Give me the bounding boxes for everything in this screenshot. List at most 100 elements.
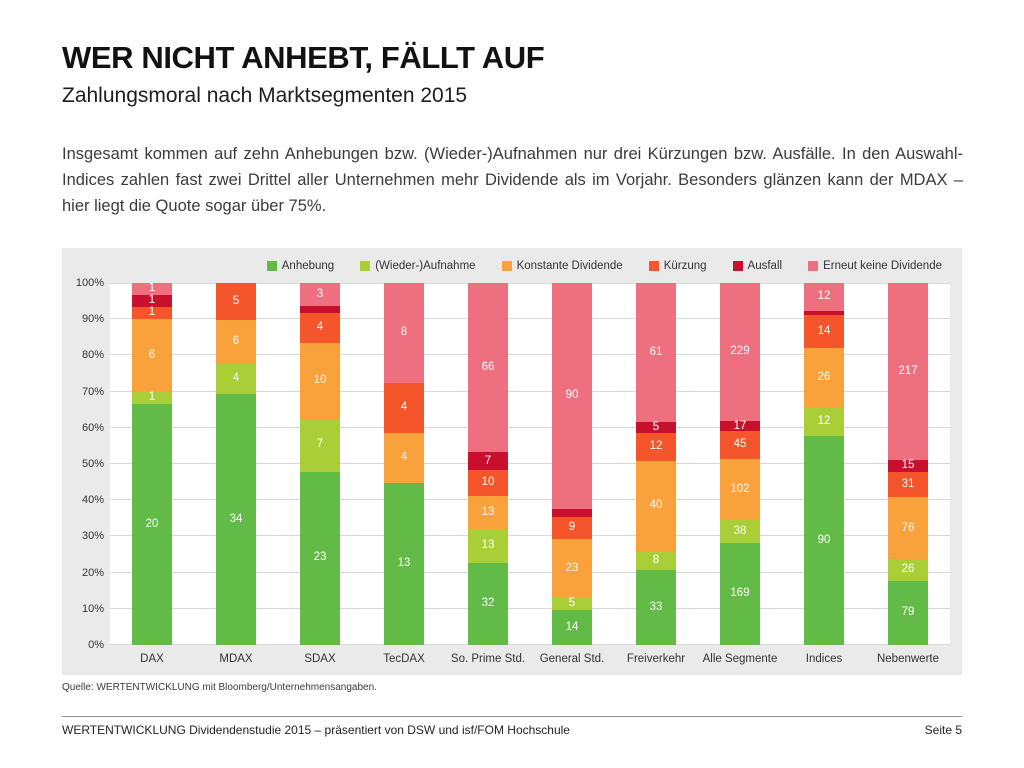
segment-erneut-keine-dividende: 12 (804, 283, 844, 311)
segment-k-rzung: 5 (216, 283, 256, 320)
bar-value-label: 32 (481, 597, 495, 610)
bar-slot: 61 5 12 40 8 33 (614, 283, 698, 645)
segment-anhebung: 20 (132, 403, 172, 645)
gridline (110, 390, 950, 392)
bar-value-label: 229 (730, 345, 750, 358)
bar-value-label: 90 (817, 533, 831, 546)
segment-ausfall: 7 (468, 452, 508, 471)
bar-value-label: 9 (568, 521, 576, 534)
bar-slot: 66 7 10 13 13 32 (446, 283, 530, 645)
bar-alle-segmente: 229 17 45 102 38 169 (720, 283, 760, 645)
segment-erneut-keine-dividende: 1 (132, 282, 172, 296)
bar-nebenwerte: 217 15 31 76 26 79 (888, 283, 928, 645)
bar-value-label: 90 (565, 389, 579, 402)
segment-wieder-aufnahme: 38 (720, 520, 760, 543)
legend-swatch-icon (360, 261, 371, 271)
segment-k-rzung: 31 (888, 472, 928, 498)
segment-konstante-dividende: 40 (636, 460, 676, 552)
bar-value-label: 12 (817, 415, 831, 428)
segment-erneut-keine-dividende: 8 (384, 283, 424, 383)
bar-value-label: 1 (148, 306, 156, 319)
segment-konstante-dividende: 10 (300, 343, 340, 419)
page-subtitle: Zahlungsmoral nach Marktsegmenten 2015 (62, 84, 468, 107)
legend-swatch-icon (648, 261, 659, 271)
bar-value-label: 31 (901, 478, 915, 491)
bars-container: 1 1 1 6 1 20 5 6 4 34 3 4 10 7 23 8 4 4 13 66 7 10 13 13 32 90 9 23… (110, 283, 950, 645)
segment-ausfall (804, 310, 844, 316)
bar-value-label: 79 (901, 606, 915, 618)
bar-value-label: 33 (649, 600, 663, 613)
plot-area: 1 1 1 6 1 20 5 6 4 34 3 4 10 7 23 8 4 4 13 66 7 10 13 13 32 90 9 23… (110, 283, 950, 645)
segment-ausfall: 5 (636, 420, 676, 434)
legend-item-wieder-aufnahme: (Wieder-)Aufnahme (360, 260, 476, 272)
bar-value-label: 14 (817, 324, 831, 337)
bar-value-label: 7 (484, 454, 492, 467)
segment-wieder-aufnahme: 26 (888, 559, 928, 581)
y-tick-label: 90% (81, 313, 104, 326)
legend-item-konstante-dividende: Konstante Dividende (501, 260, 623, 272)
bar-value-label: 14 (565, 620, 579, 633)
x-tick-label-general-std: General Std. (539, 653, 605, 665)
x-tick-label-indices: Indices (805, 653, 843, 665)
bar-value-label: 45 (733, 438, 747, 451)
segment-konstante-dividende: 76 (888, 497, 928, 560)
segment-wieder-aufnahme: 7 (300, 418, 340, 472)
y-tick-label: 40% (81, 494, 104, 507)
x-tick-label-nebenwerte: Nebenwerte (876, 653, 939, 665)
bar-slot: 8 4 4 13 (362, 283, 446, 645)
segment-wieder-aufnahme: 13 (468, 529, 508, 563)
bar-slot: 217 15 31 76 26 79 (866, 283, 950, 645)
segment-ausfall (300, 305, 340, 314)
bar-value-label: 12 (649, 440, 663, 453)
segment-wieder-aufnahme: 12 (804, 408, 844, 437)
y-tick-label: 50% (81, 458, 104, 470)
x-axis: DAX MDAX SDAX TecDAX So. Prime Std. General S… (110, 653, 950, 665)
bar-slot: 1 1 1 6 1 20 (110, 283, 194, 645)
bar-value-label: 7 (316, 438, 324, 451)
bar-value-label: 8 (400, 326, 408, 339)
segment-erneut-keine-dividende: 66 (468, 283, 508, 453)
segment-erneut-keine-dividende: 90 (552, 283, 592, 510)
y-tick-label: 20% (81, 566, 104, 579)
bar-slot: 90 9 23 5 14 (530, 283, 614, 645)
legend-item-anhebung: Anhebung (266, 260, 335, 272)
segment-k-rzung: 4 (300, 313, 340, 344)
legend-label: Erneut keine Dividende (823, 260, 942, 272)
bar-value-label: 169 (730, 587, 750, 600)
legend-label: (Wieder-)Aufnahme (375, 260, 476, 272)
gridline (110, 426, 950, 428)
segment-konstante-dividende: 26 (804, 347, 844, 409)
chart-legend: Anhebung (Wieder-)Aufnahme Konstante Divid… (62, 257, 942, 275)
bar-slot: 5 6 4 34 (194, 283, 278, 645)
bar-value-label: 38 (733, 524, 747, 537)
bar-value-label: 5 (652, 420, 660, 433)
bar-value-label: 13 (481, 506, 495, 519)
bar-value-label: 1 (148, 282, 156, 295)
gridline (110, 354, 950, 356)
bar-indices: 12 14 26 12 90 (804, 283, 844, 645)
bar-value-label: 17 (733, 419, 747, 432)
y-tick-label: 0% (88, 639, 104, 651)
bar-value-label: 61 (649, 345, 663, 358)
y-tick-label: 100% (75, 277, 104, 289)
segment-ausfall: 17 (720, 419, 760, 432)
segment-wieder-aufnahme: 4 (216, 364, 256, 394)
segment-k-rzung: 10 (468, 470, 508, 497)
legend-item-k-rzung: Kürzung (648, 260, 707, 272)
bar-value-label: 12 (817, 290, 831, 303)
segment-ausfall (552, 509, 592, 517)
footer-left-text: WERTENTWICKLUNG Dividendenstudie 2015 – … (62, 723, 570, 737)
bar-sdax: 3 4 10 7 23 (300, 283, 340, 645)
segment-k-rzung: 45 (720, 431, 760, 459)
legend-label: Anhebung (281, 260, 335, 272)
segment-anhebung: 169 (720, 543, 760, 645)
segment-anhebung: 23 (300, 471, 340, 645)
segment-anhebung: 32 (468, 562, 508, 645)
bar-value-label: 20 (145, 517, 159, 530)
gridline (110, 644, 950, 645)
gridline (110, 499, 950, 501)
legend-swatch-icon (266, 261, 277, 271)
bar-mdax: 5 6 4 34 (216, 283, 256, 645)
bar-value-label: 3 (316, 287, 324, 300)
gridline (110, 607, 950, 609)
